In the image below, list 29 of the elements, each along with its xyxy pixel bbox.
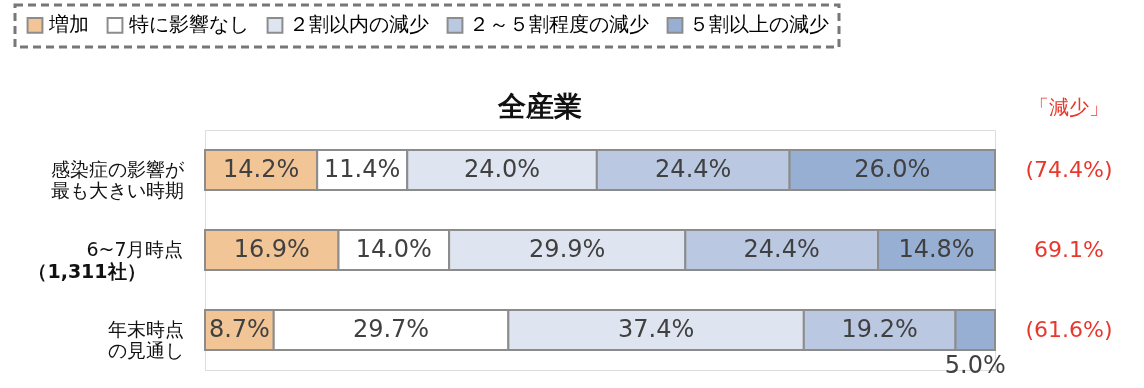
- legend-label: ５割以上の減少: [689, 12, 829, 37]
- data-label: 37.4%: [617, 315, 695, 343]
- chart-title: 全産業: [497, 90, 582, 123]
- data-label: 29.7%: [352, 315, 430, 343]
- y-tick-label: 感染症の影響が最も大きい時期: [50, 158, 185, 201]
- legend-label: 増加: [48, 12, 89, 37]
- data-label: 29.9%: [529, 235, 606, 263]
- data-label: 14.0%: [355, 235, 432, 263]
- text: (61.6%): [1025, 317, 1113, 342]
- data-label: 24.4%: [655, 155, 732, 183]
- data-label: 14.2%: [222, 155, 300, 183]
- text: 「減少」: [1029, 95, 1109, 119]
- data-label: 14.8%: [898, 235, 975, 263]
- data-label: 19.2%: [841, 315, 918, 343]
- data-label: 11.4%: [324, 155, 401, 183]
- legend-label: ２～５割程度の減少: [469, 12, 649, 37]
- y-tick-label: 年末時点の見通し: [107, 318, 184, 361]
- data-label: 24.0%: [463, 155, 541, 183]
- text: 69.1%: [1034, 237, 1104, 262]
- text: （1,311社）: [28, 260, 146, 282]
- data-label: 16.9%: [233, 235, 310, 263]
- legend-label: ２割以内の減少: [289, 12, 429, 37]
- text: (74.4%): [1025, 157, 1113, 182]
- legend-label: 特に影響なし: [129, 12, 249, 37]
- data-label: 5.0%: [944, 351, 1006, 379]
- data-label: 26.0%: [854, 155, 931, 183]
- data-label: 8.7%: [208, 315, 270, 343]
- data-label: 24.4%: [743, 235, 820, 263]
- y-tick-label: 6~7月時点: [86, 238, 184, 260]
